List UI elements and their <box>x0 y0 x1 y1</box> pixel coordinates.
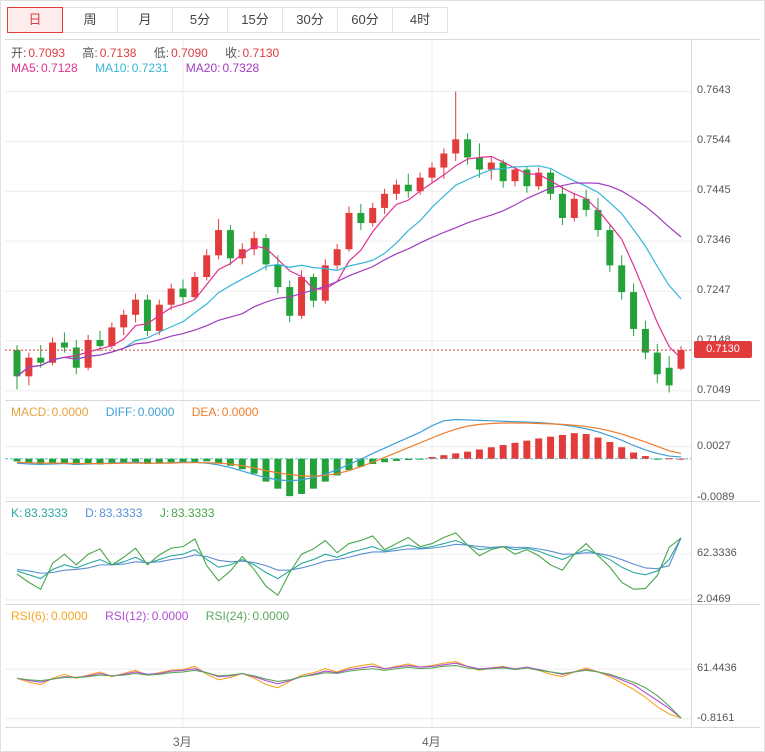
time-axis-label: 3月 <box>173 735 192 749</box>
ohlc-open: 开: 0.7093 <box>11 46 66 60</box>
tab-period-30min[interactable]: 30分 <box>282 7 338 33</box>
tab-period-month[interactable]: 月 <box>117 7 173 33</box>
k-value: K: 83.3333 <box>11 506 68 520</box>
rsi-legend: RSI(6): 0.0000 RSI(12): 0.0000 RSI(24): 0.0… <box>11 609 303 623</box>
rsi-svg <box>5 605 691 727</box>
macd-plot[interactable]: MACD: 0.0000 DIFF: 0.0000 DEA: 0.0000 <box>5 401 691 501</box>
macd-legend: MACD: 0.0000 DIFF: 0.0000 DEA: 0.0000 <box>11 405 272 419</box>
time-axis-label: 4月 <box>422 735 441 749</box>
axis-label: 62.3336 <box>697 546 737 559</box>
kdj-legend: K: 83.3333 D: 83.3333 J: 83.3333 <box>11 506 229 520</box>
rsi12-value: RSI(12): 0.0000 <box>105 609 189 623</box>
time-axis: 3月 4月 <box>5 728 760 751</box>
ma10-legend: MA10: 0.7231 <box>95 61 169 75</box>
kdj-axis: 62.3336 2.0469 <box>691 502 760 605</box>
tab-period-60min[interactable]: 60分 <box>337 7 393 33</box>
price-axis: 0.7643 0.7544 0.7445 0.7346 0.7247 0.7148 0.70… <box>691 40 760 400</box>
axis-label: 0.7544 <box>697 134 731 147</box>
ohlc-high: 高: 0.7138 <box>82 46 137 60</box>
diff-value: DIFF: 0.0000 <box>105 405 175 419</box>
tab-period-4h[interactable]: 4时 <box>392 7 448 33</box>
macd-panel: MACD: 0.0000 DIFF: 0.0000 DEA: 0.0000 0.002… <box>5 401 760 503</box>
axis-label: 0.7643 <box>697 84 731 97</box>
axis-label: 2.0469 <box>697 592 731 605</box>
d-value: D: 83.3333 <box>85 506 143 520</box>
ma-legend: MA5: 0.7128 MA10: 0.7231 MA20: 0.7328 <box>11 61 273 75</box>
macd-axis: 0.0027 -0.0089 <box>691 401 760 503</box>
kdj-svg <box>5 502 691 604</box>
ma5-legend: MA5: 0.7128 <box>11 61 78 75</box>
ohlc-low: 低: 0.7090 <box>153 46 208 60</box>
last-price-tag: 0.7130 <box>694 341 752 359</box>
axis-label: 0.7247 <box>697 284 731 297</box>
axis-label: 0.7049 <box>697 383 731 396</box>
period-tabbar: 日 周 月 5分 15分 30分 60分 4时 <box>7 7 760 35</box>
rsi-axis: 61.4436 -0.8161 <box>691 605 760 727</box>
axis-label: 61.4436 <box>697 662 737 675</box>
ma20-legend: MA20: 0.7328 <box>185 61 260 75</box>
axis-label: 0.0027 <box>697 439 731 452</box>
axis-label: 0.7445 <box>697 184 731 197</box>
main-price-panel: 开: 0.7093 高: 0.7138 低: 0.7090 收: 0.7130 MA5:… <box>5 39 760 401</box>
j-value: J: 83.3333 <box>159 506 215 520</box>
rsi-plot[interactable]: RSI(6): 0.0000 RSI(12): 0.0000 RSI(24): 0.0… <box>5 605 691 727</box>
tab-period-week[interactable]: 周 <box>62 7 118 33</box>
dea-value: DEA: 0.0000 <box>191 405 259 419</box>
macd-svg <box>5 401 691 501</box>
axis-label: -0.0089 <box>697 490 735 503</box>
macd-value: MACD: 0.0000 <box>11 405 89 419</box>
tab-period-15min[interactable]: 15分 <box>227 7 283 33</box>
kdj-plot[interactable]: K: 83.3333 D: 83.3333 J: 83.3333 <box>5 502 691 604</box>
rsi-panel: RSI(6): 0.0000 RSI(12): 0.0000 RSI(24): 0.0… <box>5 605 760 728</box>
tab-period-5min[interactable]: 5分 <box>172 7 228 33</box>
ohlc-legend: 开: 0.7093 高: 0.7138 低: 0.7090 收: 0.7130 <box>11 44 293 61</box>
candlestick-svg <box>5 40 691 400</box>
rsi6-value: RSI(6): 0.0000 <box>11 609 88 623</box>
kdj-panel: K: 83.3333 D: 83.3333 J: 83.3333 62.3336 2.0… <box>5 502 760 605</box>
axis-label: 0.7346 <box>697 234 731 247</box>
tab-period-day[interactable]: 日 <box>7 7 63 33</box>
candlestick-plot[interactable]: 开: 0.7093 高: 0.7138 低: 0.7090 收: 0.7130 MA5:… <box>5 40 691 400</box>
axis-label: -0.8161 <box>697 711 735 724</box>
ohlc-close: 收: 0.7130 <box>225 46 280 60</box>
rsi24-value: RSI(24): 0.0000 <box>205 609 290 623</box>
